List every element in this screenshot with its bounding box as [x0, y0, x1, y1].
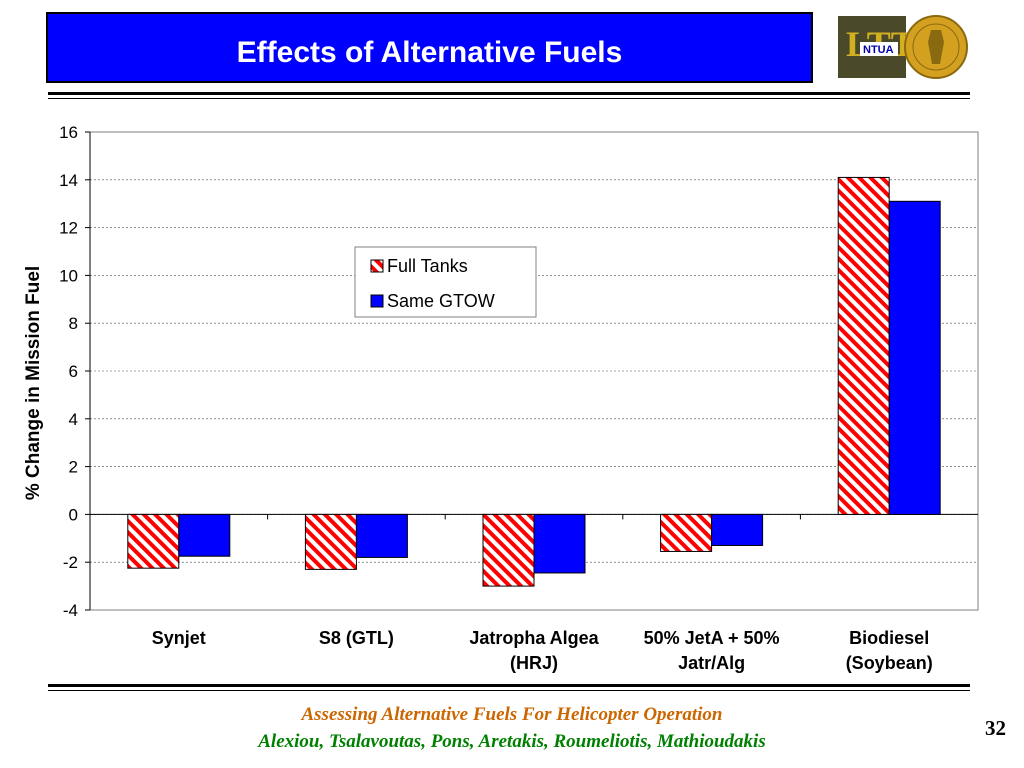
bar-full-tanks — [304, 513, 357, 570]
page-number: 32 — [985, 716, 1006, 740]
bottom-rule-thick — [48, 684, 970, 687]
bar-same-gtow — [888, 200, 941, 515]
bar-same-gtow — [178, 513, 231, 557]
title-banner: Effects of Alternative Fuels — [46, 12, 813, 83]
logo-text-sub: NTUA — [863, 44, 894, 56]
x-category-label: Jatr/Alg — [678, 653, 745, 673]
slide-title: Effects of Alternative Fuels — [236, 36, 623, 69]
ltt-ntua-logo: LTT NTUA — [838, 15, 968, 79]
bar-full-tanks — [482, 513, 535, 587]
y-tick-label: 12 — [59, 219, 78, 238]
y-tick-label: 2 — [69, 458, 78, 477]
x-category-label: Jatropha Algea — [469, 628, 599, 648]
bar-chart: -4 -2 0 2 4 6 8 10 12 14 16 Synjet S8 (GTL) Jatropha … — [23, 123, 979, 673]
x-category-label: (HRJ) — [510, 653, 558, 673]
top-rule-thick — [48, 92, 970, 95]
legend-box — [354, 246, 537, 318]
top-rule-thin — [48, 98, 970, 99]
footer-authors: Alexiou, Tsalavoutas, Pons, Aretakis, Ro… — [258, 731, 766, 752]
seal-inner-ring — [912, 23, 960, 71]
legend-label: Full Tanks — [387, 256, 468, 276]
bar-full-tanks — [127, 513, 180, 569]
x-category-label: Synjet — [152, 628, 206, 648]
bar-same-gtow — [533, 513, 586, 574]
bar-full-tanks — [837, 176, 890, 515]
y-tick-label: 4 — [69, 410, 78, 429]
x-category-label: S8 (GTL) — [319, 628, 394, 648]
legend-label: Same GTOW — [387, 291, 495, 311]
bottom-rule-thin — [48, 690, 970, 691]
x-category-label: (Soybean) — [846, 653, 933, 673]
logo-ribbon — [860, 42, 898, 56]
bar-same-gtow — [711, 513, 764, 546]
y-tick-label: 6 — [69, 362, 78, 381]
y-tick-label: -4 — [63, 601, 78, 620]
y-tick-label: 14 — [59, 171, 78, 190]
footer-title: Assessing Alternative Fuels For Helicopt… — [301, 704, 723, 725]
x-category-label: 50% JetA + 50% — [644, 628, 780, 648]
bar-full-tanks — [660, 513, 713, 552]
y-tick-label: -2 — [63, 553, 78, 572]
bar-same-gtow — [355, 513, 408, 558]
legend-swatch — [370, 259, 384, 273]
y-tick-label: 0 — [69, 505, 78, 524]
y-tick-label: 8 — [69, 314, 78, 333]
legend-swatch — [370, 294, 384, 308]
y-axis-title: % Change in Mission Fuel — [23, 266, 44, 500]
y-tick-label: 10 — [59, 266, 78, 285]
x-category-label: Biodiesel — [849, 628, 929, 648]
y-tick-label: 16 — [59, 123, 78, 142]
seal-figure — [928, 30, 944, 64]
